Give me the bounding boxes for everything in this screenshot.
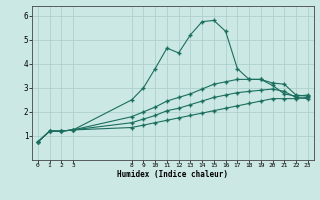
X-axis label: Humidex (Indice chaleur): Humidex (Indice chaleur) bbox=[117, 170, 228, 179]
